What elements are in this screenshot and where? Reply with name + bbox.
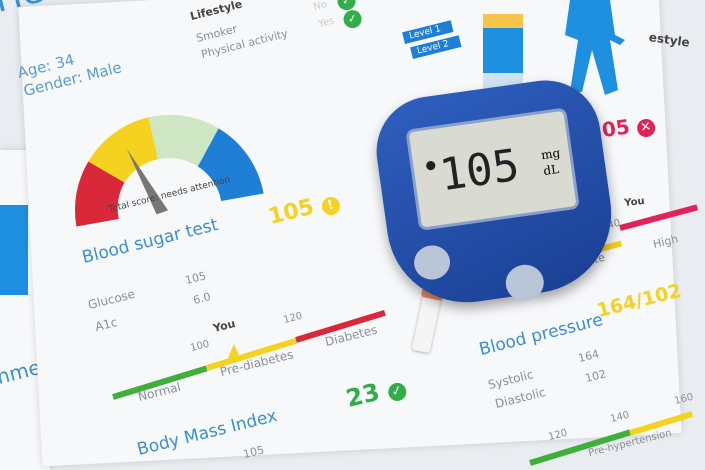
- meter-reading: 105: [436, 139, 523, 202]
- gauge-lightgreen: [148, 114, 219, 167]
- blood-drop-icon: ●: [424, 157, 437, 173]
- meter-left-button[interactable]: [411, 243, 453, 282]
- unit-dl: dL: [542, 162, 560, 179]
- gauge-yellow: [88, 117, 159, 183]
- you-marker: [228, 344, 240, 358]
- body-figure-icon: [565, 0, 625, 95]
- blue-block: [0, 205, 28, 295]
- unit-mg: mg: [540, 145, 562, 163]
- chol-you-label: You: [623, 195, 646, 209]
- gauge-blue: [197, 128, 264, 201]
- score-gauge: [75, 114, 264, 227]
- meter-screen: ● 105 mg dL: [405, 107, 580, 231]
- gauge-needle: [126, 148, 169, 215]
- x-icon: ✕: [635, 117, 657, 139]
- gauge-red: [75, 161, 125, 227]
